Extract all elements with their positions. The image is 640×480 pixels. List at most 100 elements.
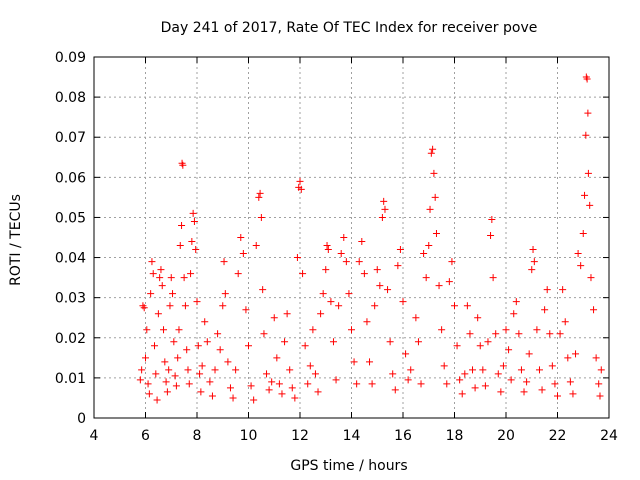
data-point — [297, 185, 305, 193]
data-point — [152, 370, 160, 378]
data-point — [587, 274, 595, 282]
data-point — [391, 386, 399, 394]
data-point — [525, 350, 533, 358]
data-point — [427, 149, 435, 157]
data-point — [533, 326, 541, 334]
data-point — [296, 177, 304, 185]
data-point — [583, 75, 591, 83]
data-point — [175, 326, 183, 334]
data-point — [517, 366, 525, 374]
data-point — [293, 254, 301, 262]
data-point — [466, 330, 474, 338]
data-point — [301, 342, 309, 350]
data-point — [149, 270, 157, 278]
data-point — [350, 358, 358, 366]
data-point — [435, 282, 443, 290]
data-point — [561, 318, 569, 326]
data-point — [596, 392, 604, 400]
y-tick-label: 0 — [77, 411, 86, 427]
data-point — [443, 380, 451, 388]
data-point — [196, 370, 204, 378]
data-point — [463, 302, 471, 310]
data-point — [185, 380, 193, 388]
data-point — [543, 286, 551, 294]
y-tick-label: 0.08 — [55, 90, 86, 106]
data-point — [535, 366, 543, 374]
data-point — [412, 314, 420, 322]
data-point — [232, 366, 240, 374]
data-point — [257, 213, 265, 221]
data-point — [154, 310, 162, 318]
data-point — [304, 380, 312, 388]
x-tick-label: 12 — [291, 428, 309, 444]
data-point — [187, 270, 195, 278]
data-point — [309, 326, 317, 334]
data-point — [169, 290, 177, 298]
data-point — [160, 326, 168, 334]
data-point — [584, 169, 592, 177]
data-point — [161, 358, 169, 366]
data-point — [153, 396, 161, 404]
data-point — [143, 326, 151, 334]
data-point — [551, 380, 559, 388]
data-point — [151, 342, 159, 350]
data-point — [183, 346, 191, 354]
data-point — [273, 354, 281, 362]
data-point — [317, 310, 325, 318]
data-point — [145, 390, 153, 398]
data-point — [188, 238, 196, 246]
data-point — [538, 386, 546, 394]
x-tick-label: 24 — [600, 428, 618, 444]
data-point — [584, 109, 592, 117]
data-point — [299, 270, 307, 278]
y-axis-title: ROTI / TECUs — [8, 194, 24, 286]
data-point — [203, 338, 211, 346]
data-point — [144, 380, 152, 388]
data-point — [268, 378, 276, 386]
data-point — [323, 242, 331, 250]
data-point — [404, 376, 412, 384]
x-tick-label: 6 — [141, 428, 150, 444]
x-tick-label: 10 — [240, 428, 258, 444]
data-point — [371, 302, 379, 310]
data-point — [201, 318, 209, 326]
data-point — [221, 290, 229, 298]
data-point — [181, 302, 189, 310]
data-point — [489, 274, 497, 282]
data-point — [569, 390, 577, 398]
y-tick-label: 0.02 — [55, 331, 86, 347]
data-point — [306, 362, 314, 370]
y-tick-label: 0.07 — [55, 130, 86, 146]
data-point — [510, 310, 518, 318]
data-point — [564, 354, 572, 362]
data-point — [278, 390, 286, 398]
data-point — [546, 330, 554, 338]
data-point — [265, 386, 273, 394]
data-point — [174, 354, 182, 362]
data-point — [358, 238, 366, 246]
data-point — [394, 262, 402, 270]
data-point — [422, 274, 430, 282]
data-point — [582, 131, 590, 139]
data-point — [363, 318, 371, 326]
data-point — [142, 354, 149, 362]
data-point — [425, 242, 433, 250]
data-point — [574, 250, 582, 258]
data-point — [474, 314, 482, 322]
data-point — [487, 231, 495, 239]
axis-ticks — [93, 56, 610, 419]
data-point — [407, 366, 415, 374]
data-point — [453, 342, 461, 350]
x-tick-label: 18 — [446, 428, 464, 444]
data-point — [252, 242, 260, 250]
data-point — [430, 169, 438, 177]
data-point — [458, 390, 466, 398]
data-point — [167, 274, 175, 282]
x-tick-label: 20 — [497, 428, 515, 444]
x-tick-label: 14 — [343, 428, 361, 444]
data-point — [566, 378, 574, 386]
data-point — [420, 250, 428, 258]
data-point — [179, 161, 187, 169]
data-point — [311, 370, 319, 378]
